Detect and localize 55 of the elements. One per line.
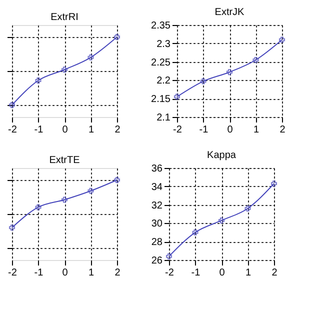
y-tick-label: 2.3 — [156, 38, 171, 50]
chart-title: ExtrTE — [49, 155, 80, 166]
x-tick-label: 0 — [62, 124, 68, 136]
point — [252, 56, 259, 63]
chart-title: Kappa — [207, 150, 236, 161]
point — [200, 78, 206, 84]
y-tick-label: 2.2 — [156, 76, 171, 87]
y-tick-label: 34 — [151, 182, 163, 193]
x-tick-label: 0 — [62, 268, 68, 278]
point — [271, 180, 277, 187]
x-tick-label: -1 — [199, 124, 209, 136]
point — [62, 66, 68, 73]
x-tick-label: -2 — [173, 124, 182, 136]
x-tick-label: 0 — [227, 124, 234, 136]
y-tick-label: 36 — [151, 164, 163, 174]
x-tick-label: 1 — [253, 124, 260, 136]
point — [35, 78, 42, 84]
y-tick-label: 32 — [151, 200, 163, 212]
y-tick-label: 2.25 — [151, 57, 171, 68]
x-tick-label: -2 — [8, 124, 18, 136]
y-tick-label: 2.15 — [151, 94, 171, 106]
chart-title: ExtrJK — [214, 7, 245, 18]
point — [174, 94, 180, 100]
point — [35, 204, 42, 210]
x-tick-label: -1 — [34, 124, 44, 136]
y-tick-label: 2.35 — [151, 20, 171, 32]
y-tick-label: 28 — [151, 237, 163, 248]
point — [88, 188, 94, 194]
x-tick-label: 2 — [114, 124, 121, 136]
point — [226, 69, 232, 76]
point — [9, 224, 15, 231]
chart-title: ExtrRI — [50, 12, 78, 23]
y-tick-label: 26 — [151, 256, 163, 266]
point — [218, 217, 224, 224]
x-tick-label: 1 — [88, 124, 94, 136]
point — [114, 34, 120, 40]
point — [88, 54, 94, 60]
x-tick-label: 0 — [219, 268, 226, 278]
point — [62, 196, 68, 203]
x-tick-label: 2 — [280, 124, 286, 136]
point — [244, 205, 251, 212]
x-tick-label: 1 — [88, 268, 94, 278]
x-tick-label: 2 — [114, 268, 121, 278]
point — [279, 36, 285, 43]
x-tick-label: -1 — [34, 268, 44, 278]
x-tick-label: -1 — [191, 268, 201, 278]
y-tick-label: 30 — [151, 218, 163, 230]
point — [9, 102, 15, 108]
x-tick-label: 1 — [245, 268, 252, 278]
x-tick-label: 2 — [272, 268, 278, 278]
point — [114, 177, 120, 183]
x-tick-label: -2 — [8, 268, 18, 278]
point — [192, 229, 198, 236]
x-tick-label: -2 — [165, 268, 174, 278]
y-tick-label: 2.1 — [156, 112, 171, 124]
